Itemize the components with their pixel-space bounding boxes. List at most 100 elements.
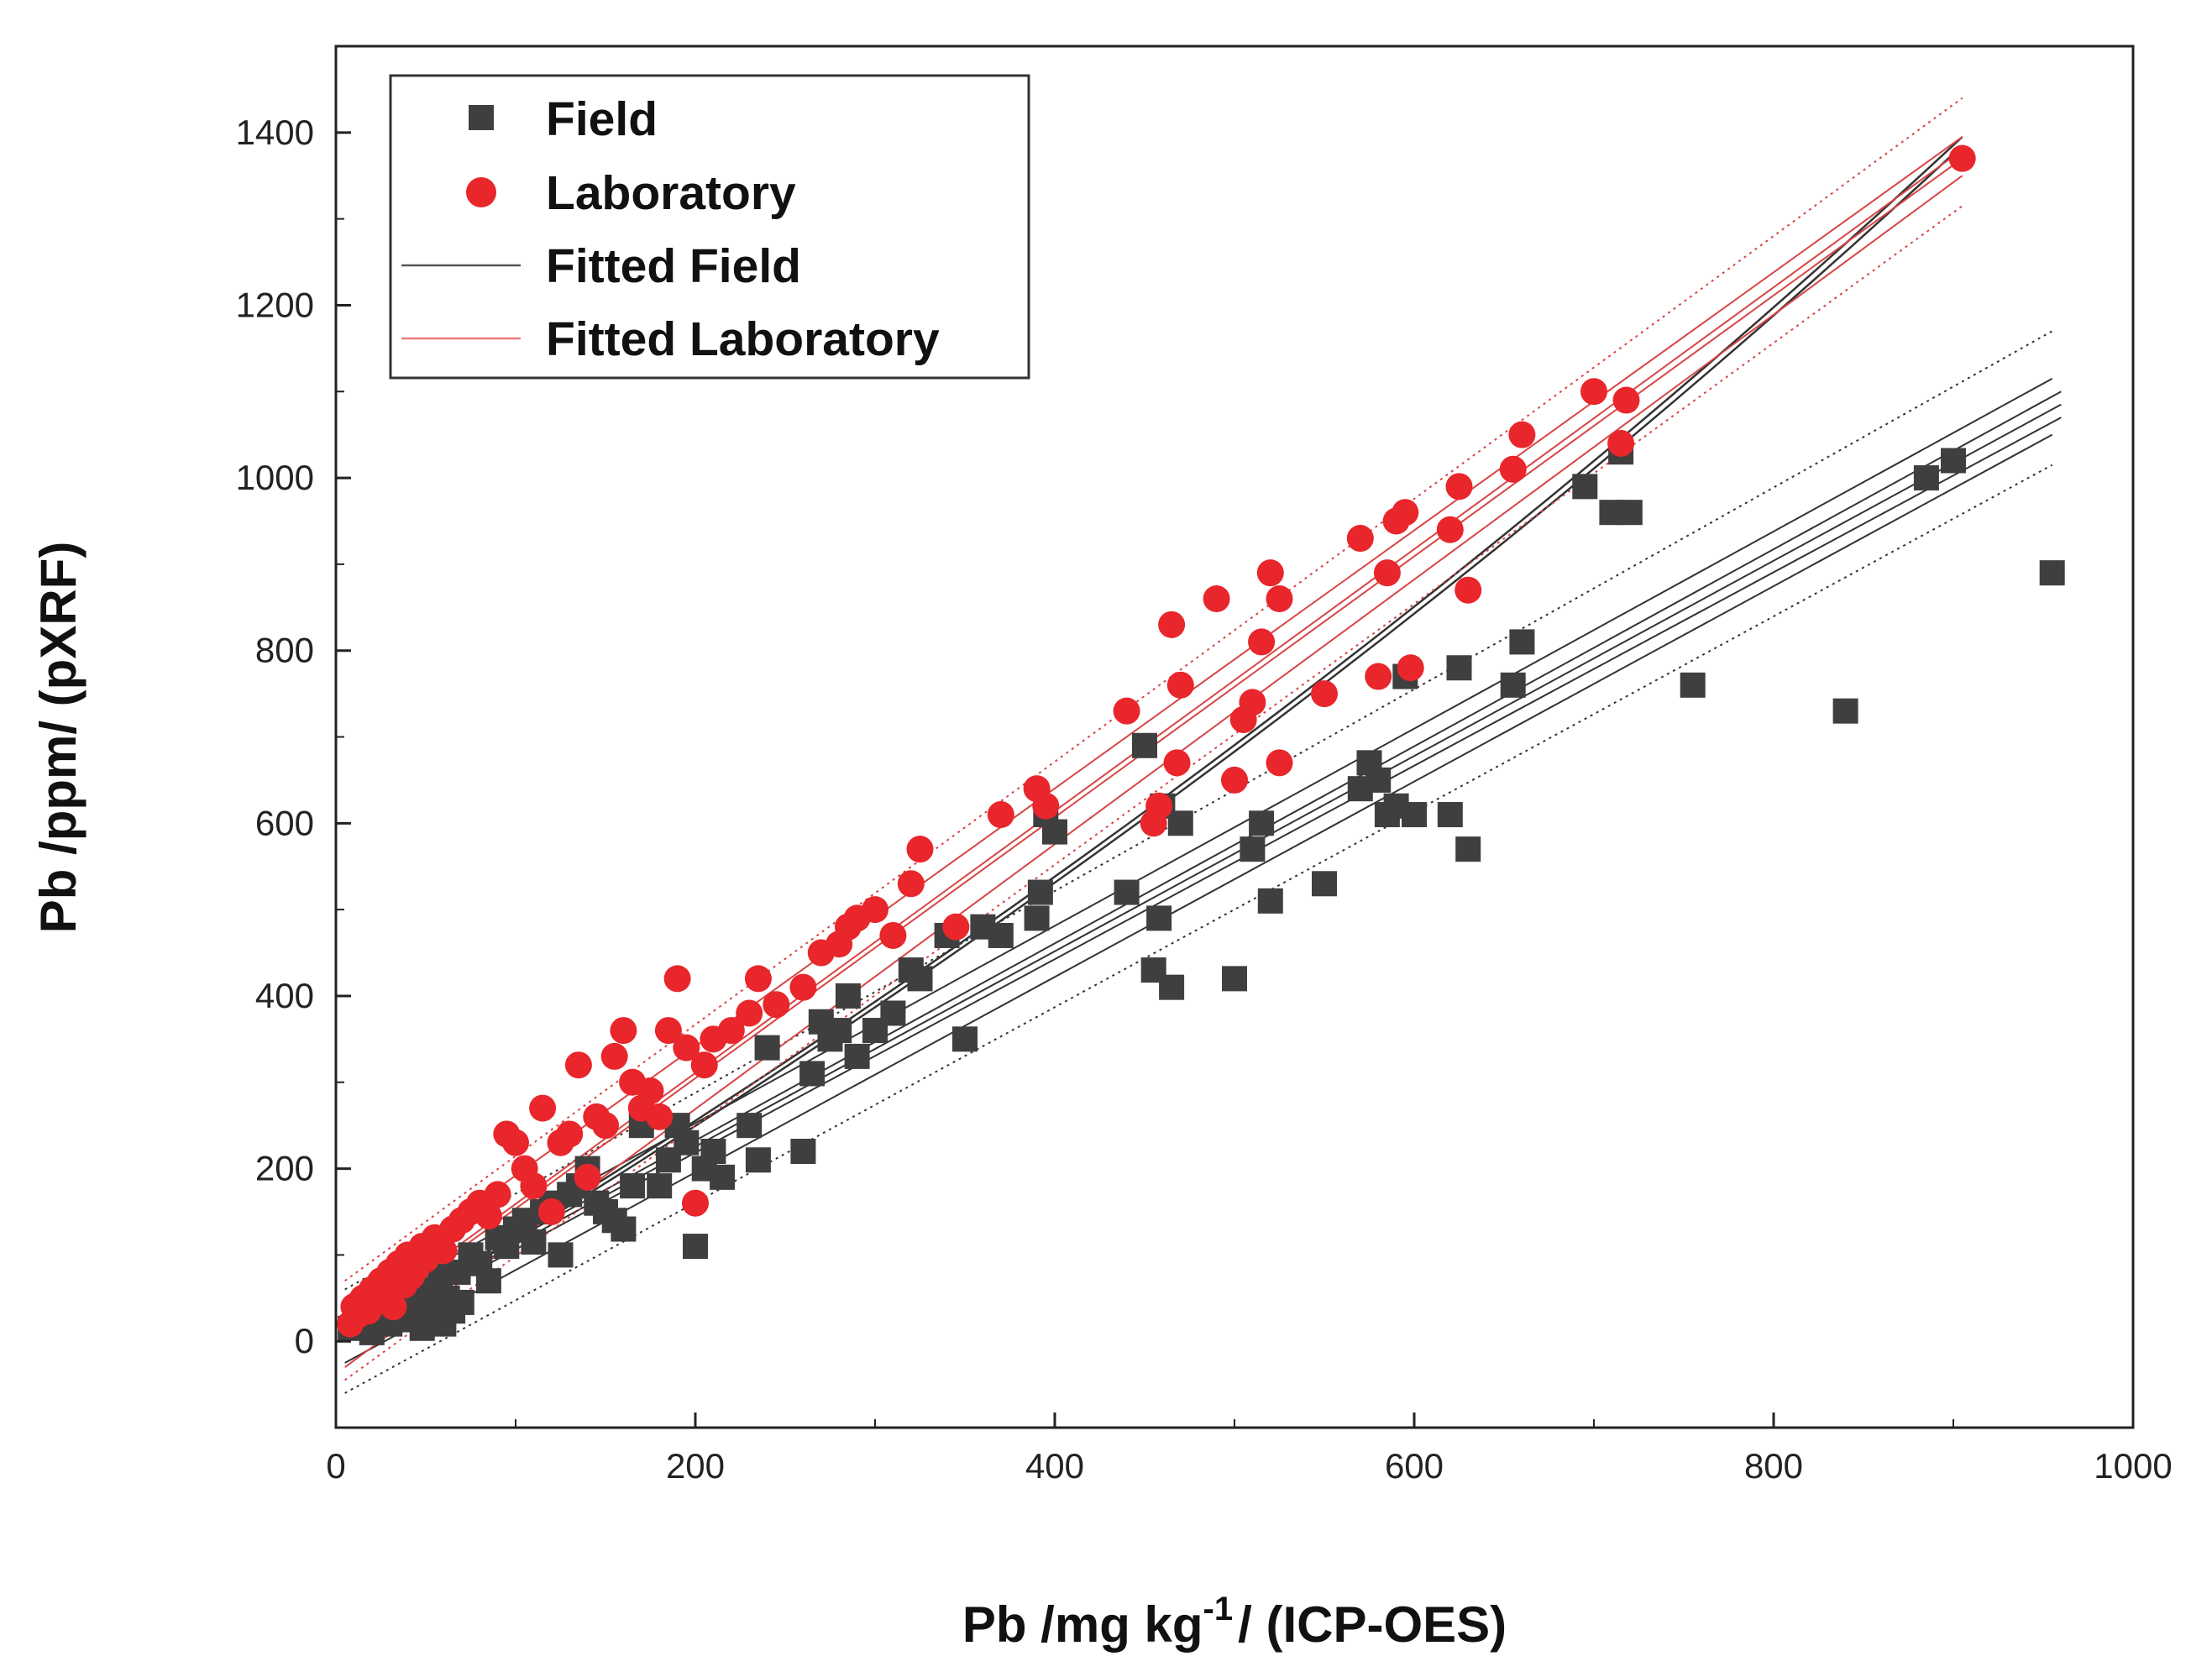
laboratory-point <box>717 1017 745 1045</box>
field-point <box>1437 802 1463 828</box>
legend-box <box>389 74 1030 380</box>
field-point <box>952 1026 978 1052</box>
laboratory-point <box>564 1051 592 1079</box>
laboratory-point <box>1032 792 1060 820</box>
field-point <box>736 1113 763 1139</box>
field-point <box>835 983 861 1009</box>
laboratory-point <box>474 1203 502 1230</box>
laboratory-point <box>1256 559 1284 587</box>
laboratory-point <box>502 1129 529 1156</box>
field-point <box>1941 448 1966 474</box>
laboratory-point <box>1248 628 1276 656</box>
laboratory-point <box>682 1189 709 1217</box>
laboratory-point <box>673 1034 700 1061</box>
laboratory-point <box>789 973 817 1001</box>
y-tick-label: 400 <box>255 976 314 1015</box>
field-point <box>2039 560 2065 586</box>
laboratory-point <box>1508 421 1536 448</box>
field-point <box>1365 767 1392 793</box>
laboratory-point <box>1158 611 1186 638</box>
laboratory-point <box>430 1237 458 1265</box>
x-tick-label: 1000 <box>2094 1446 2172 1486</box>
field-point <box>475 1268 501 1294</box>
legend-field-label: Field <box>546 92 658 146</box>
laboratory-point <box>1436 516 1464 543</box>
laboratory-point <box>610 1017 637 1045</box>
laboratory-point <box>1365 663 1392 690</box>
laboratory-point <box>1113 697 1140 725</box>
field-point <box>683 1234 708 1260</box>
laboratory-point <box>1203 585 1230 612</box>
laboratory-point <box>529 1094 557 1122</box>
laboratory-point <box>600 1042 628 1070</box>
laboratory-point <box>763 991 790 1019</box>
y-tick-label: 1000 <box>236 458 314 497</box>
fit-line <box>344 377 2053 1317</box>
laboratory-point <box>1397 654 1424 682</box>
x-tick-label: 400 <box>1025 1446 1084 1486</box>
y-tick-label: 200 <box>255 1149 314 1188</box>
fit-line <box>344 136 1963 1299</box>
field-point <box>1167 810 1193 836</box>
field-point <box>1832 698 1858 724</box>
laboratory-point <box>380 1293 407 1321</box>
field-point <box>1024 905 1050 931</box>
fit-line <box>344 175 1963 1368</box>
laboratory-point <box>942 913 970 941</box>
y-tick-label: 1200 <box>236 285 314 324</box>
data-points <box>337 144 2065 1345</box>
x-tick-label: 200 <box>666 1446 725 1486</box>
laboratory-point <box>1311 680 1338 708</box>
field-point <box>521 1229 547 1255</box>
y-tick-label: 0 <box>295 1321 314 1360</box>
laboratory-point <box>520 1172 548 1200</box>
x-tick-label: 800 <box>1744 1446 1803 1486</box>
laboratory-point <box>1499 455 1527 483</box>
laboratory-point <box>1163 749 1191 777</box>
x-axis-title: Pb /mg kg-1/ (ICP-OES) <box>962 1591 1507 1653</box>
laboratory-point <box>1239 689 1266 716</box>
x-tick-label: 0 <box>326 1446 345 1486</box>
laboratory-point <box>1166 671 1194 699</box>
laboratory-point <box>556 1120 584 1148</box>
field-point <box>448 1289 474 1315</box>
field-point <box>1027 879 1053 905</box>
laboratory-point <box>690 1051 718 1079</box>
field-point <box>1240 836 1266 862</box>
laboratory-point <box>1455 576 1482 604</box>
field-point <box>1042 819 1067 845</box>
field-point <box>1572 474 1598 500</box>
field-point <box>1312 871 1337 897</box>
fit-curve <box>344 136 1963 1339</box>
laboratory-point <box>906 836 934 863</box>
field-point <box>620 1173 646 1199</box>
field-point <box>907 966 933 992</box>
laboratory-point <box>592 1112 619 1140</box>
y-tick-label: 1400 <box>236 113 314 152</box>
laboratory-point <box>637 1077 664 1105</box>
legend: Field Laboratory Fitted Field Fitted Lab… <box>389 74 1030 380</box>
field-point <box>1159 974 1185 1000</box>
laboratory-point <box>1612 386 1640 414</box>
fit-curve <box>344 144 1963 1343</box>
laboratory-point <box>987 801 1014 829</box>
legend-laboratory-marker <box>466 177 496 207</box>
field-point <box>1249 810 1275 836</box>
field-point <box>1913 465 1939 491</box>
legend-fitted-laboratory-label: Fitted Laboratory <box>546 312 940 366</box>
legend-field-marker <box>469 105 494 130</box>
field-point <box>647 1173 673 1199</box>
field-point <box>611 1216 637 1242</box>
laboratory-point <box>1266 585 1293 612</box>
fit-confidence-line <box>344 97 1963 1282</box>
laboratory-point <box>1346 525 1374 553</box>
field-point <box>1617 500 1643 526</box>
laboratory-point <box>897 870 925 898</box>
laboratory-point <box>537 1198 565 1225</box>
field-point <box>1446 655 1472 681</box>
field-point <box>1114 879 1140 905</box>
y-axis-title: Pb /ppm/ (pXRF) <box>30 542 86 934</box>
laboratory-point <box>654 1017 682 1045</box>
laboratory-point <box>1607 429 1635 457</box>
